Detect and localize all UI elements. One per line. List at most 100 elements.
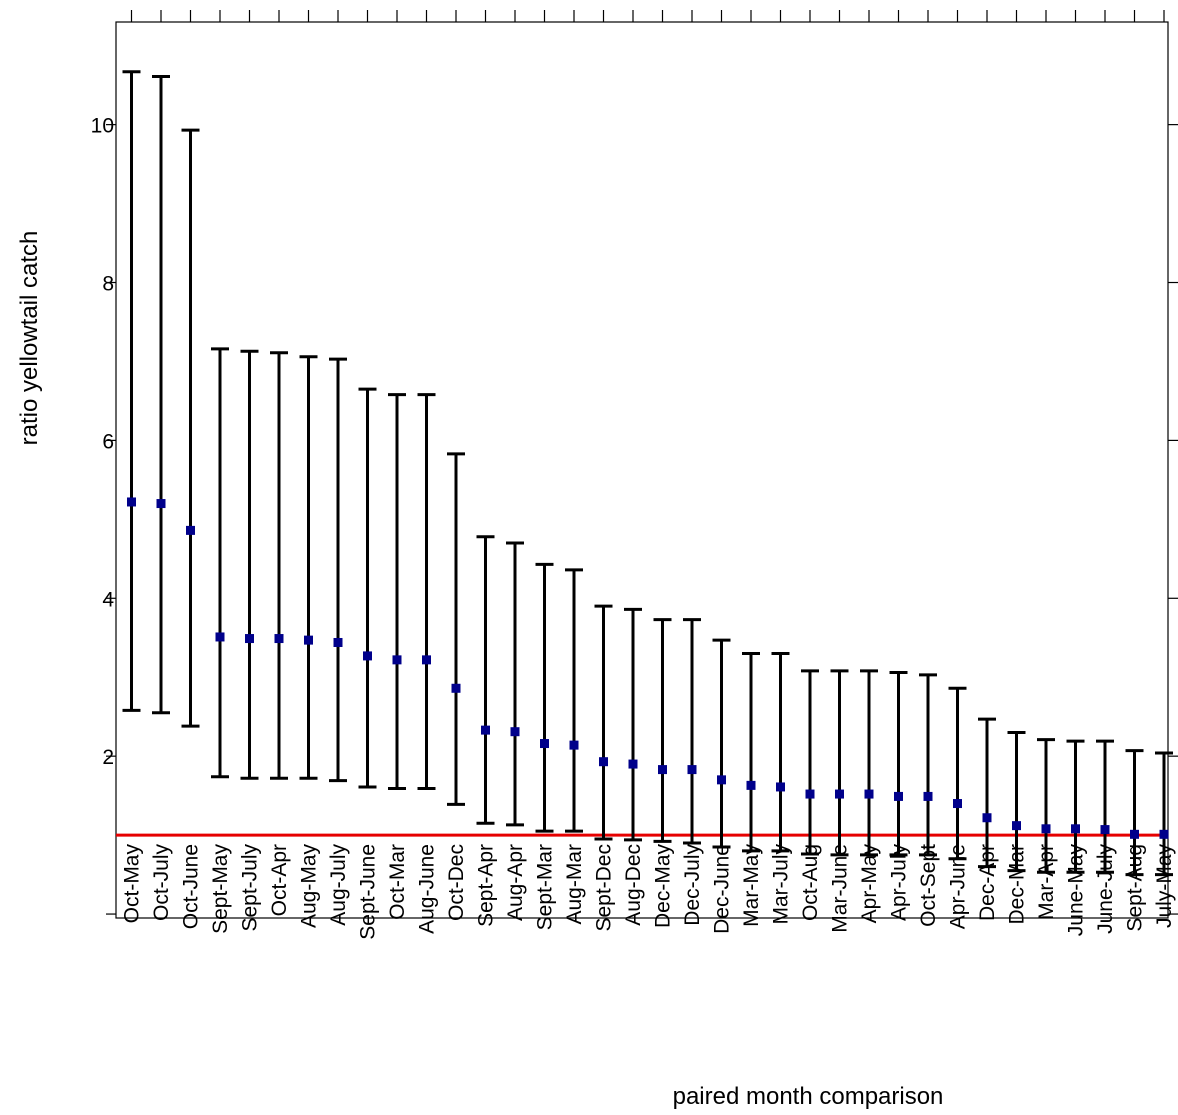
error-bar — [329, 357, 347, 783]
estimate-point — [510, 727, 520, 737]
error-bar — [1066, 739, 1085, 874]
estimate-point — [1071, 824, 1080, 834]
error-bar — [683, 618, 701, 845]
y-tick-label: 4 — [102, 588, 114, 611]
error-bar — [1037, 738, 1055, 874]
estimate-point — [215, 632, 225, 642]
error-bar — [506, 541, 524, 827]
x-tick-label: Dec-June — [711, 844, 734, 934]
x-tick-label: Oct-Dec — [445, 844, 468, 921]
error-bar — [1007, 730, 1026, 873]
error-bar — [948, 686, 967, 861]
estimate-point — [894, 791, 903, 801]
x-tick-label: Oct-Aug — [799, 844, 822, 921]
error-bar — [830, 669, 849, 857]
x-tick-label: Oct-Mar — [386, 844, 409, 920]
x-tick-label: Dec-May — [652, 844, 675, 929]
estimate-point — [599, 757, 608, 767]
top-axis-ticks — [130, 10, 1165, 22]
estimate-point — [717, 775, 726, 785]
x-tick-label: Oct-June — [180, 844, 203, 929]
x-tick-label: Sept-Aug — [1124, 844, 1147, 932]
x-tick-labels: Oct-May Oct-July Oct-June Sept-May Sept-July… — [121, 844, 1177, 940]
error-bar — [1125, 749, 1144, 877]
x-tick-label: Dec-July — [681, 844, 704, 926]
error-bar — [653, 618, 672, 843]
x-tick-label: Mar-July — [770, 844, 793, 925]
estimate-point — [156, 499, 166, 509]
error-bar — [771, 652, 790, 853]
x-tick-label: Aug-July — [327, 844, 350, 926]
estimate-point — [864, 789, 874, 799]
estimate-point — [628, 759, 638, 769]
estimate-point — [363, 651, 372, 661]
plot-border — [115, 21, 1169, 919]
estimate-point — [569, 740, 579, 750]
error-bar — [299, 355, 318, 780]
y-axis: 10 8 6 4 2 — [91, 115, 1178, 915]
x-tick-label: Mar-June — [829, 844, 852, 933]
error-bar — [358, 387, 377, 789]
x-axis-title: paired month comparison — [673, 1083, 944, 1110]
error-bar — [1096, 739, 1114, 874]
error-bar — [211, 347, 229, 779]
x-tick-label: Oct-July — [150, 844, 173, 922]
x-tick-label: Apr-June — [947, 844, 970, 929]
error-bar — [152, 74, 170, 715]
estimate-point — [1041, 824, 1051, 834]
x-tick-label: Oct-May — [121, 844, 144, 924]
x-tick-label: Aug-Apr — [504, 844, 527, 921]
x-tick-label: Aug-May — [298, 844, 321, 929]
estimate-point — [392, 655, 402, 665]
x-tick-label: Mar-Apr — [1035, 844, 1058, 920]
error-bar — [860, 669, 878, 857]
x-tick-label: Oct-Sept — [917, 844, 940, 927]
estimate-point — [1012, 821, 1021, 831]
y-axis-title: ratio yellowtail catch — [16, 231, 43, 446]
error-bar — [181, 128, 200, 728]
estimate-point — [687, 765, 697, 775]
x-tick-label: June-July — [1094, 844, 1117, 934]
error-bar — [270, 351, 288, 780]
error-bar — [476, 535, 495, 825]
y-tick-label: 10 — [91, 115, 114, 138]
x-tick-label: July-May — [1153, 844, 1176, 929]
error-bar — [801, 669, 819, 856]
error-bar — [122, 70, 141, 712]
error-bar — [447, 452, 465, 806]
error-bar — [978, 717, 996, 869]
y-tick-label: 2 — [102, 746, 114, 769]
error-bar — [240, 349, 259, 780]
error-bar — [388, 393, 406, 791]
estimate-point — [304, 635, 313, 645]
estimate-point — [422, 655, 431, 665]
x-tick-label: Oct-Apr — [268, 844, 291, 916]
x-tick-label: Sept-June — [357, 844, 380, 940]
x-tick-label: Apr-July — [888, 844, 911, 922]
estimate-point — [1100, 825, 1110, 835]
estimate-point — [186, 525, 195, 535]
estimate-point — [776, 782, 785, 792]
x-tick-label: Dec-Mar — [1006, 844, 1029, 925]
plot-frame — [115, 21, 1169, 919]
estimate-point — [805, 789, 815, 799]
estimate-point — [953, 799, 962, 809]
error-bar — [624, 607, 642, 842]
estimate-point — [333, 637, 343, 647]
estimate-point — [746, 780, 756, 790]
estimate-point — [1159, 829, 1169, 839]
x-tick-label: Sept-Apr — [475, 844, 498, 927]
estimate-point — [923, 791, 933, 801]
estimate-point — [835, 789, 844, 799]
error-bar — [1155, 751, 1173, 877]
x-tick-label: Aug-Mar — [563, 844, 586, 925]
estimate-point — [451, 683, 461, 693]
estimate-point — [540, 739, 549, 749]
x-tick-label: Sept-May — [209, 844, 232, 934]
x-tick-label: Mar-May — [740, 844, 763, 927]
x-tick-label: Dec-Apr — [976, 844, 999, 921]
x-tick-label: Aug-Dec — [622, 844, 645, 926]
x-tick-label: June-May — [1065, 844, 1088, 937]
estimate-point — [127, 497, 136, 507]
